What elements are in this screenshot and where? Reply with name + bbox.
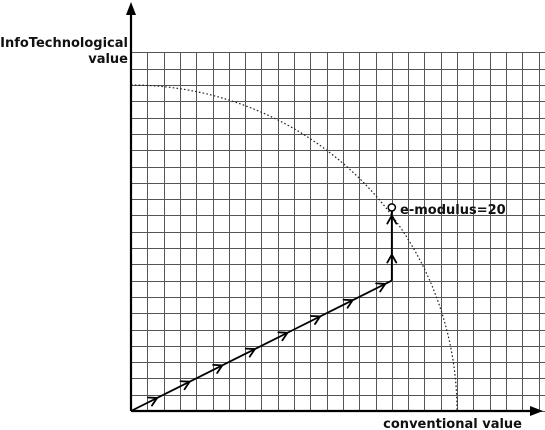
vector-segment (228, 344, 262, 363)
direction-arrow (375, 282, 387, 293)
direction-arrow (310, 315, 321, 325)
vector-segment (358, 279, 393, 298)
y-axis-label-line2: value (88, 52, 128, 67)
vector-segment (130, 393, 165, 412)
direction-arrow (179, 380, 191, 391)
vector-segment (326, 296, 360, 315)
x-axis-arrowhead (530, 406, 543, 416)
direction-arrow (147, 396, 158, 407)
grid (131, 52, 545, 412)
direction-arrow (244, 347, 256, 358)
vector-segment (195, 361, 230, 380)
direction-arrow (212, 364, 224, 374)
vector-segment (260, 328, 295, 347)
vector-segment (293, 312, 328, 331)
modulus-point (387, 203, 397, 212)
direction-arrow (386, 253, 398, 264)
y-axis-label-line1: InfoTechnological (0, 36, 128, 51)
direction-arrow (342, 298, 354, 309)
point-label: e-modulus=20 (400, 203, 506, 218)
vector-segment (163, 377, 197, 396)
direction-arrow (277, 331, 289, 342)
vector-path (130, 207, 398, 412)
modulus-arc (130, 84, 458, 412)
y-axis-arrowhead (126, 2, 136, 15)
direction-arrow (386, 214, 398, 225)
x-axis-label: conventional value (383, 417, 522, 430)
